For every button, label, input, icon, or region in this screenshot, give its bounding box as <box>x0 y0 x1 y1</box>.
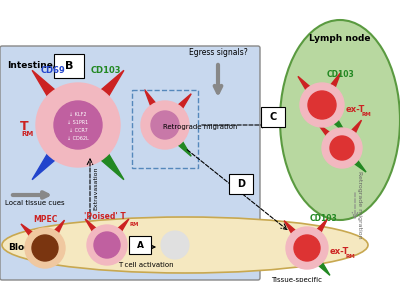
FancyBboxPatch shape <box>229 174 253 194</box>
Text: T cell activation: T cell activation <box>118 262 174 268</box>
Ellipse shape <box>2 217 368 273</box>
Text: ↓ CD62L: ↓ CD62L <box>67 136 89 142</box>
Circle shape <box>151 111 179 139</box>
Text: B: B <box>65 61 73 71</box>
Circle shape <box>300 83 344 127</box>
Polygon shape <box>160 94 191 129</box>
Polygon shape <box>40 220 64 251</box>
Circle shape <box>286 227 328 269</box>
Polygon shape <box>69 117 124 180</box>
Text: ex-T: ex-T <box>330 246 349 255</box>
Polygon shape <box>85 219 111 249</box>
Polygon shape <box>145 90 171 128</box>
Polygon shape <box>32 70 87 133</box>
Circle shape <box>322 128 362 168</box>
Text: RM: RM <box>22 131 34 137</box>
Text: ↓ KLF2: ↓ KLF2 <box>69 113 87 118</box>
Text: Tissue-specific
trafficking molecule: Tissue-specific trafficking molecule <box>262 277 332 282</box>
FancyBboxPatch shape <box>129 236 151 254</box>
Polygon shape <box>338 120 362 151</box>
Text: A: A <box>136 241 144 250</box>
Polygon shape <box>317 101 346 134</box>
Text: Lymph node: Lymph node <box>309 34 371 43</box>
Circle shape <box>25 228 65 268</box>
Circle shape <box>294 235 320 261</box>
Circle shape <box>36 83 120 167</box>
Text: CD103: CD103 <box>327 70 355 79</box>
Text: CD103: CD103 <box>91 66 121 75</box>
Polygon shape <box>298 76 327 109</box>
Text: C: C <box>269 112 277 122</box>
Text: Egress signals?: Egress signals? <box>189 48 247 57</box>
Text: CD103: CD103 <box>310 214 338 223</box>
Polygon shape <box>318 124 346 152</box>
Polygon shape <box>284 221 312 252</box>
Text: Retrograde migration: Retrograde migration <box>357 171 362 239</box>
Text: T: T <box>19 120 28 133</box>
FancyBboxPatch shape <box>54 54 84 78</box>
Text: Local tissue cues: Local tissue cues <box>5 200 65 206</box>
Polygon shape <box>338 144 366 172</box>
Text: MPEC: MPEC <box>33 215 57 224</box>
Polygon shape <box>32 117 87 180</box>
Ellipse shape <box>280 20 400 220</box>
Text: CD69: CD69 <box>41 66 65 75</box>
Text: 'Poised' T: 'Poised' T <box>84 212 126 221</box>
Circle shape <box>141 101 189 149</box>
Polygon shape <box>317 72 341 108</box>
Polygon shape <box>103 219 129 249</box>
Polygon shape <box>302 244 330 275</box>
Text: RM: RM <box>130 222 139 227</box>
Text: ↓ CCR7: ↓ CCR7 <box>68 129 88 133</box>
FancyBboxPatch shape <box>261 107 285 127</box>
Circle shape <box>330 136 354 160</box>
Text: D: D <box>237 179 245 189</box>
FancyBboxPatch shape <box>0 46 260 280</box>
Circle shape <box>87 225 127 265</box>
Text: Extravasation: Extravasation <box>93 166 98 210</box>
Circle shape <box>32 235 58 261</box>
Text: RM: RM <box>345 254 355 259</box>
Circle shape <box>161 231 189 259</box>
Text: Intestine/skin: Intestine/skin <box>7 60 77 69</box>
Text: ex-T: ex-T <box>346 105 365 114</box>
Polygon shape <box>69 70 124 133</box>
Polygon shape <box>302 219 328 251</box>
Text: ↓ S1PR1: ↓ S1PR1 <box>67 120 89 125</box>
Circle shape <box>54 101 102 149</box>
Text: RM: RM <box>362 113 372 118</box>
Text: Blood: Blood <box>8 243 37 252</box>
Circle shape <box>308 91 336 119</box>
Polygon shape <box>21 224 49 252</box>
Circle shape <box>94 232 120 258</box>
Polygon shape <box>160 121 191 156</box>
Text: Retrograde migration: Retrograde migration <box>163 124 237 130</box>
